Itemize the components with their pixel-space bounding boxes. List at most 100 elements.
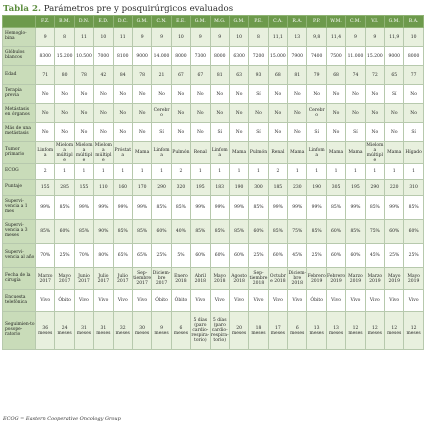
table-cell: 71 (34, 65, 56, 85)
table-cell: 9 (151, 27, 172, 47)
table-cell: 81 (209, 65, 230, 85)
parameters-table: F.Z. B.M. D.N. E.D. D.C. G.M. C.N. E.E. G.M. M.G.… (2, 15, 424, 350)
row-label: Edad (2, 65, 36, 85)
table-cell: 8 (248, 27, 269, 47)
table-cell: No (267, 103, 289, 123)
table-cell: 300 (248, 179, 269, 196)
table-cell: 60% (209, 243, 230, 268)
table-cell: No (306, 84, 327, 104)
row-label: Más de una metástasis (2, 122, 36, 142)
table-cell: 60% (325, 219, 347, 244)
table-cell: 1 (131, 163, 153, 180)
table-cell: 75% (287, 219, 308, 244)
table-cell: 85% (151, 195, 172, 220)
table-cell: Vivo (248, 289, 269, 312)
table-cell: Vivo (190, 289, 211, 312)
table-cell: 85% (325, 195, 347, 220)
table-row: Supervi-vencia a 1 mes 99% 85% 99% 99% 99% 99%… (2, 195, 424, 220)
table-cell: 10 (93, 27, 114, 47)
table-row: Más de una metástasis No No No No No No Sí No No S… (2, 122, 424, 142)
table-cell: 70% (73, 243, 95, 268)
table-cell: 195 (345, 179, 366, 196)
table-cell: 70% (34, 243, 56, 268)
table-cell: No (93, 103, 114, 123)
table-cell: 1 (73, 163, 95, 180)
row-label: Hemoglo-bina (2, 27, 36, 47)
table-cell: 160 (112, 179, 133, 196)
patient-header: W.M. (325, 15, 347, 28)
table-cell: Agosto 2018 (228, 267, 250, 290)
patient-header: G.M. (228, 15, 250, 28)
table-cell: Mama (287, 141, 308, 164)
table-cell: 25% (306, 243, 327, 268)
table-cell: Marzo 2019 (364, 267, 386, 290)
table-cell: No (170, 103, 192, 123)
table-cell: Mieloma múltiple (54, 141, 75, 164)
table-cell: 13 meses (306, 311, 327, 350)
table-cell: 1 (151, 163, 172, 180)
table-row: Edad 71 80 78 42 84 78 21 67 67 81 63 93 68 81 79 68 74 72… (2, 65, 424, 85)
table-cell: No (364, 122, 386, 142)
table-cell: 99% (306, 195, 327, 220)
table-cell: Mama (345, 141, 366, 164)
table-cell: 63 (228, 65, 250, 85)
table-row: Fecha de la cirugía Marzo 2017 Mayo 2017 Ju… (2, 267, 424, 290)
table-cell: Sí (151, 122, 172, 142)
table-cell: 310 (403, 179, 424, 196)
table-cell: 6300 (228, 46, 250, 66)
table-cell: 5% (170, 243, 192, 268)
table-cell: No (345, 84, 366, 104)
table-cell: 1 (190, 163, 211, 180)
patient-header: G.M. (131, 15, 153, 28)
table-cell: Sí (248, 84, 269, 104)
table-cell: Próstata (112, 141, 133, 164)
table-cell: 60% (190, 243, 211, 268)
table-cell: 11,4 (325, 27, 347, 47)
table-cell: Febrero 2019 (306, 267, 327, 290)
table-cell: No (73, 122, 95, 142)
table-cell: 67 (190, 65, 211, 85)
table-cell: Linfoma (151, 141, 172, 164)
table-cell: 6 meses (287, 311, 308, 350)
row-label: ECOG (2, 163, 36, 180)
table-cell: 99% (345, 195, 366, 220)
table-cell: 1 (93, 163, 114, 180)
table-cell: Sí (403, 122, 424, 142)
table-cell: 10 (228, 27, 250, 47)
table-cell: 85% (228, 219, 250, 244)
table-cell: No (112, 122, 133, 142)
table-cell: Vivo (112, 289, 133, 312)
table-row: Metástasis en órganos No No No No No No Cerebro… (2, 103, 424, 123)
patient-header: B.M. (54, 15, 75, 28)
table-row: Seguimien-to posope-ratorio 36 meses 24 me… (2, 311, 424, 350)
row-label: Fecha de la cirugía (2, 267, 36, 290)
table-cell: 25% (248, 243, 269, 268)
table-cell: 85% (403, 195, 424, 220)
table-cell: 85% (190, 219, 211, 244)
table-cell: 31 meses (93, 311, 114, 350)
row-label: Encuesta telefónica (2, 289, 36, 312)
patient-header: R.A. (287, 15, 308, 28)
table-cell: 85% (345, 219, 366, 244)
header-corner-cell (2, 15, 36, 28)
table-cell: Sí (384, 84, 405, 104)
table-cell: 25% (384, 243, 405, 268)
table-cell: No (384, 103, 405, 123)
table-cell: No (325, 84, 347, 104)
table-cell: 75% (364, 219, 386, 244)
table-cell: 6 meses (170, 311, 192, 350)
table-cell: Renal (190, 141, 211, 164)
table-cell: No (325, 122, 347, 142)
row-label: Metástasis en órganos (2, 103, 36, 123)
table-cell: Mama (384, 141, 405, 164)
table-cell: 9 (345, 27, 366, 47)
table-cell: Diciem-bre 2018 (287, 267, 308, 290)
table-cell: 290 (364, 179, 386, 196)
table-cell: Renal (267, 141, 289, 164)
table-cell: Marzo 2019 (345, 267, 366, 290)
table-cell: Vivo (73, 289, 95, 312)
patient-header: M.G. (209, 15, 230, 28)
table-cell: Óbito (151, 289, 172, 312)
table-cell: No (209, 84, 230, 104)
table-cell: Linfoma (306, 141, 327, 164)
